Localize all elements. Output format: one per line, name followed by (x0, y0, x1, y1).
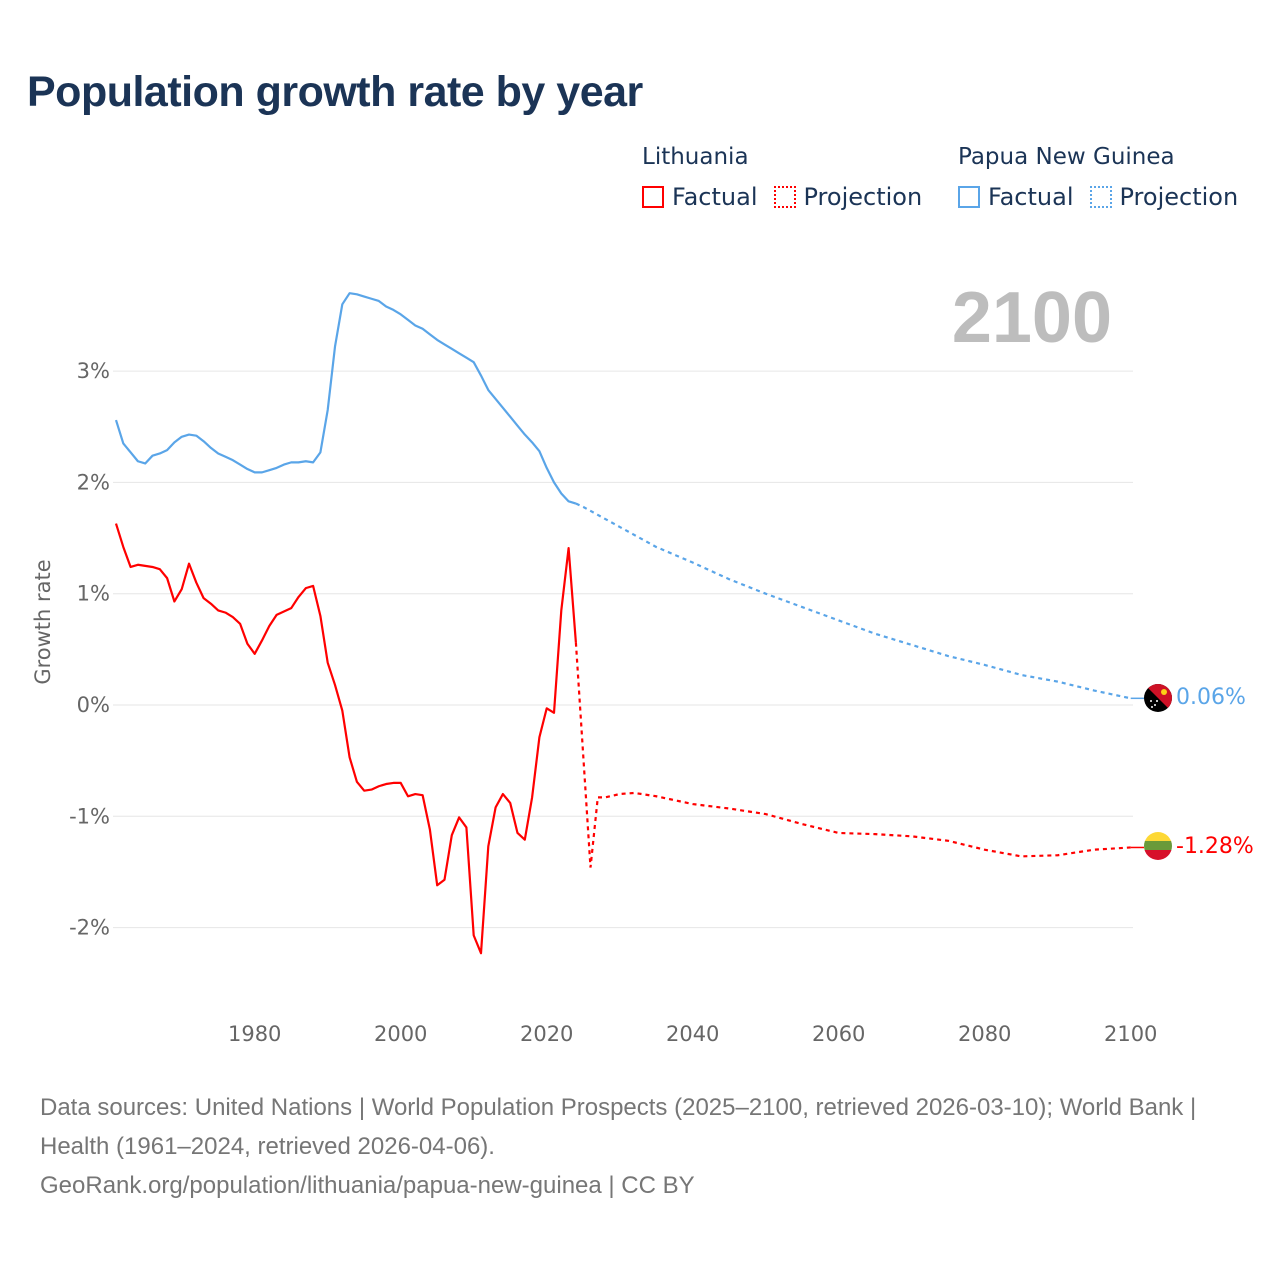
y-tick-label: -1% (69, 804, 110, 828)
y-tick-label: 1% (77, 582, 110, 606)
x-tick-label: 2020 (520, 1022, 573, 1046)
legend-item-lithuania-projection[interactable]: Projection (773, 183, 923, 211)
x-tick-label: 2100 (1104, 1022, 1157, 1046)
legend-country-label: Lithuania (642, 144, 749, 170)
legend-item-png-projection[interactable]: Projection (1089, 183, 1239, 211)
legend-swatch-solid (642, 186, 664, 208)
lithuania-flag-icon (1144, 832, 1172, 860)
legend-papua-new-guinea: Papua New Guinea Factual Projection (958, 144, 1254, 211)
legend-label: Projection (803, 183, 923, 211)
y-axis-label: Growth rate (31, 559, 55, 684)
legend-swatch-dotted (773, 186, 796, 208)
legend-item-png-factual[interactable]: Factual (958, 183, 1074, 211)
y-tick-label: 3% (77, 359, 110, 383)
x-tick-label: 1980 (228, 1022, 281, 1046)
y-tick-label: 0% (77, 693, 110, 717)
png-flag-icon (1144, 684, 1172, 712)
year-label: 2100 (952, 278, 1112, 358)
y-tick-label: -2% (69, 916, 110, 940)
x-tick-label: 2000 (374, 1022, 427, 1046)
lithuania-end-value: -1.28% (1176, 834, 1254, 859)
lithuania-projection-line (574, 642, 1131, 868)
x-tick-label: 2040 (666, 1022, 719, 1046)
legend-label: Projection (1119, 183, 1239, 211)
x-tick-label: 2080 (958, 1022, 1011, 1046)
legend-country-label: Papua New Guinea (958, 144, 1175, 170)
data-sources: Data sources: United Nations | World Pop… (40, 1094, 1197, 1160)
papua-new-guinea-factual-line (114, 292, 577, 505)
legend-item-lithuania-factual[interactable]: Factual (642, 183, 758, 211)
legend-swatch-solid (958, 186, 980, 208)
papua-new-guinea-projection-line (575, 502, 1131, 700)
credit-link[interactable]: GeoRank.org/population/lithuania/papua-n… (40, 1172, 695, 1199)
legend-lithuania: Lithuania Factual Projection (642, 144, 938, 211)
legend-swatch-dotted (1089, 186, 1112, 208)
png-end-value: 0.06% (1176, 685, 1246, 710)
chart-title: Population growth rate by year (27, 68, 643, 116)
legend-label: Factual (672, 183, 758, 211)
y-tick-label: 2% (77, 470, 110, 494)
legend-label: Factual (988, 183, 1074, 211)
lithuania-factual-line (114, 523, 577, 955)
x-tick-label: 2060 (812, 1022, 865, 1046)
footer: Data sources: United Nations | World Pop… (40, 1088, 1240, 1205)
